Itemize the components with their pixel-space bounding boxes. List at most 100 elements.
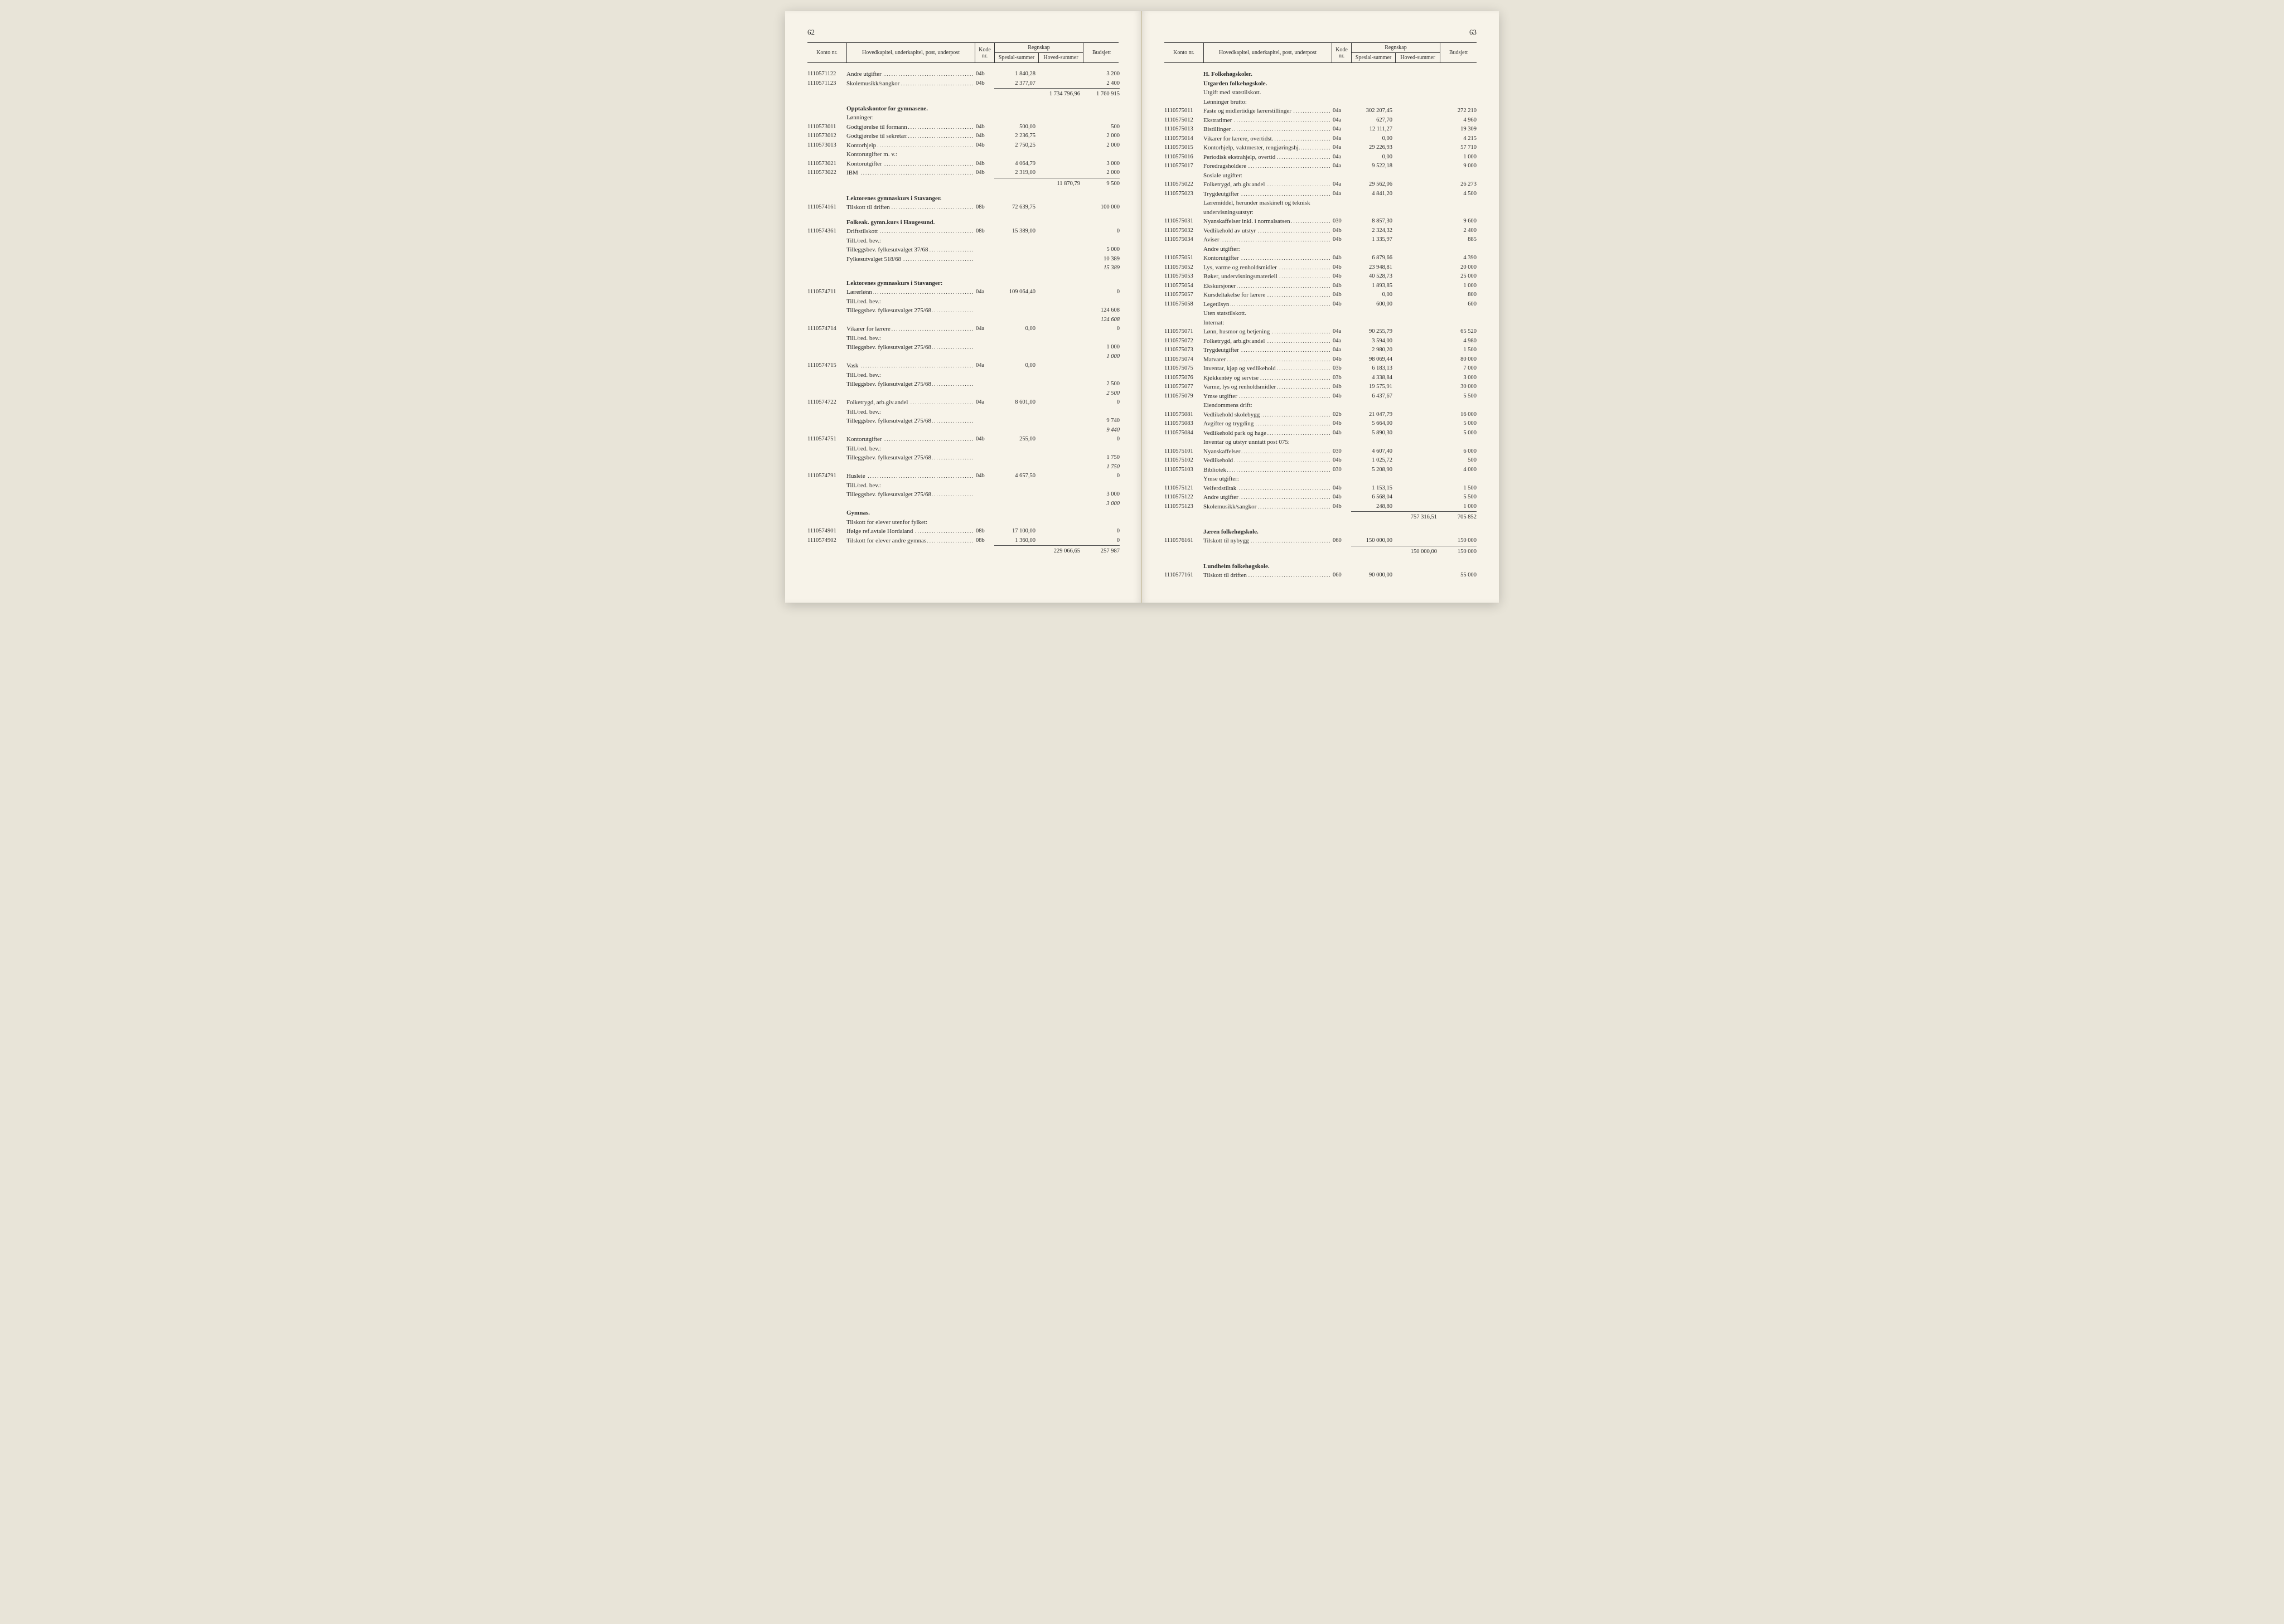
konto-nr: 1110573013	[807, 141, 846, 151]
sum-row: 11 870,799 500	[807, 178, 1119, 188]
table-row: 1110575074Matvarer04b98 069,4480 000	[1164, 355, 1477, 365]
kode-nr	[1332, 245, 1351, 254]
header-budsjett: Budsjett	[1440, 43, 1477, 62]
konto-nr: 1110574715	[807, 361, 846, 371]
budsjett-value	[1083, 334, 1120, 343]
table-row: undervisningsutstyr:	[1164, 208, 1477, 217]
spesial-value: 500,00	[994, 123, 1039, 132]
konto-nr	[807, 518, 846, 527]
konto-nr: 1110575017	[1164, 162, 1203, 171]
table-row: Tilleggsbev. fylkesutvalget 275/683 000	[807, 490, 1119, 500]
spesial-value	[994, 218, 1039, 227]
konto-nr	[807, 218, 846, 227]
hoved-value	[1396, 419, 1440, 429]
konto-nr: 1110575077	[1164, 382, 1203, 392]
table-row: 1110575077Varme, lys og renholdsmidler04…	[1164, 382, 1477, 392]
konto-nr: 1110575032	[1164, 226, 1203, 236]
spesial-value	[1351, 98, 1396, 107]
spesial-value	[994, 380, 1039, 389]
description: Lys, varme og renholdsmidler	[1203, 263, 1332, 273]
konto-nr	[807, 481, 846, 491]
description: Skolemusikk/sangkor	[1203, 502, 1332, 512]
description: Ymse utgifter:	[1203, 474, 1332, 484]
budsjett-value: 2 500	[1083, 380, 1120, 389]
hoved-value	[1396, 410, 1440, 420]
spesial-value: 4 338,84	[1351, 374, 1396, 383]
table-row: 1110575016Periodisk ekstrahjelp, overtid…	[1164, 153, 1477, 162]
hoved-value	[1396, 429, 1440, 438]
budsjett-value: 55 000	[1440, 571, 1477, 580]
budsjett-value	[1440, 527, 1477, 537]
description: Godtgjørelse til sekretær	[846, 132, 975, 141]
table-header: Konto nr. Hovedkapitel, underkapitel, po…	[807, 42, 1119, 63]
budsjett-value: 124 608	[1083, 306, 1120, 316]
hoved-value	[1396, 208, 1440, 217]
konto-nr: 1110575071	[1164, 327, 1203, 337]
hoved-value	[1396, 98, 1440, 107]
budsjett-value	[1440, 245, 1477, 254]
spesial-value: 0,00	[1351, 153, 1396, 162]
konto-nr	[1164, 198, 1203, 208]
spesial-value	[994, 316, 1039, 325]
header-regnskap-group: Regnskap Spesial-summer Hoved-summer	[994, 43, 1083, 62]
spesial-value: 4 064,79	[994, 159, 1039, 169]
kode-nr: 02b	[1332, 410, 1351, 420]
kode-nr	[1332, 171, 1351, 181]
budsjett-value: 1 500	[1440, 484, 1477, 493]
kode-nr	[1332, 70, 1351, 79]
hoved-value	[1396, 226, 1440, 236]
hoved-value	[1396, 282, 1440, 291]
description: Nyanskaffelser inkl. i normalsatsen	[1203, 217, 1332, 226]
budsjett-value: 4 500	[1440, 190, 1477, 199]
spesial-value: 627,70	[1351, 116, 1396, 125]
hoved-value	[1396, 180, 1440, 190]
spesial-value	[994, 334, 1039, 343]
description	[846, 500, 975, 509]
kode-nr	[1332, 309, 1351, 318]
kode-nr: 04a	[975, 361, 994, 371]
budsjett-value: 2 000	[1083, 132, 1120, 141]
description: Tilskott for elever andre gymnas	[846, 536, 975, 546]
kode-nr: 04a	[975, 398, 994, 408]
spesial-value	[994, 408, 1039, 417]
hoved-value	[1039, 288, 1083, 297]
hoved-value	[1039, 79, 1083, 89]
table-row: 1110575083Avgifter og trygding04b5 664,0…	[1164, 419, 1477, 429]
hoved-value	[1396, 300, 1440, 309]
konto-nr: 1110574722	[807, 398, 846, 408]
table-row: Utgarden folkehøgskole.	[1164, 79, 1477, 89]
hoved-value	[1039, 343, 1083, 352]
hoved-value	[1396, 392, 1440, 401]
hoved-value	[1039, 141, 1083, 151]
sum-hoved: 229 066,65	[1039, 545, 1083, 556]
spesial-value: 1 840,28	[994, 70, 1039, 79]
table-row: 1110574902Tilskott for elever andre gymn…	[807, 536, 1119, 546]
description: Ekskursjoner	[1203, 282, 1332, 291]
kode-nr: 04a	[1332, 134, 1351, 144]
konto-nr: 1110573012	[807, 132, 846, 141]
konto-nr	[1164, 438, 1203, 447]
konto-nr: 1110575101	[1164, 447, 1203, 457]
budsjett-value: 20 000	[1440, 263, 1477, 273]
spacer	[807, 212, 1119, 218]
description: Lærerlønn	[846, 288, 975, 297]
table-row: 1110575054Ekskursjoner04b1 893,851 000	[1164, 282, 1477, 291]
konto-nr	[807, 371, 846, 380]
budsjett-value: 500	[1083, 123, 1120, 132]
hoved-value	[1396, 116, 1440, 125]
hoved-value	[1396, 318, 1440, 328]
spesial-value	[994, 389, 1039, 399]
budsjett-value: 1 000	[1440, 502, 1477, 512]
sum-spesial	[1351, 546, 1396, 556]
kode-nr: 04b	[975, 159, 994, 169]
kode-nr	[975, 518, 994, 527]
budsjett-value	[1083, 297, 1120, 307]
konto-nr	[807, 150, 846, 159]
kode-nr: 04b	[1332, 484, 1351, 493]
budsjett-value: 9 740	[1083, 416, 1120, 426]
description: Tilskott til driften	[846, 203, 975, 212]
description: Uten statstilskott.	[1203, 309, 1332, 318]
spesial-value	[994, 481, 1039, 491]
kode-nr	[975, 444, 994, 454]
spesial-value: 6 437,67	[1351, 392, 1396, 401]
